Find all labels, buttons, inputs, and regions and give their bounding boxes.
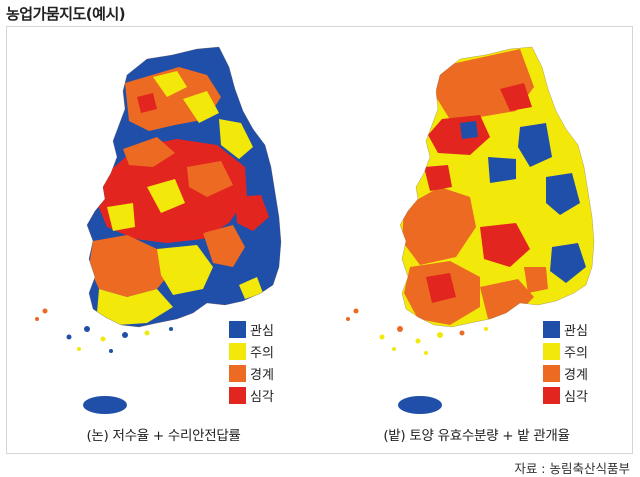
legend-label: 관심 <box>564 323 588 339</box>
figure-frame: 관심 주의 경계 심각 (논) 저수율 + 수리안전답률 <box>6 26 633 454</box>
legend-label: 주의 <box>564 345 588 361</box>
field-map-caption: (밭) 토양 유효수분량 + 밭 관개율 <box>383 428 570 444</box>
legend-swatch <box>229 364 246 382</box>
source-note: 자료 : 농림축산식품부 <box>514 461 630 476</box>
legend-item: 주의 <box>543 340 588 362</box>
legend-label: 관심 <box>250 323 274 339</box>
legend-swatch <box>229 342 246 360</box>
legend-swatch <box>543 342 560 360</box>
jeju-island <box>398 396 442 414</box>
legend-label: 주의 <box>250 345 274 361</box>
legend-swatch <box>229 386 246 404</box>
legend-swatch <box>229 320 246 338</box>
legend-item: 경계 <box>229 362 274 384</box>
page-title: 농업가뭄지도(예시) <box>6 5 126 23</box>
legend-label: 심각 <box>564 389 588 405</box>
paddy-drought-map <box>35 46 282 414</box>
legend-item: 심각 <box>229 384 274 406</box>
paddy-legend: 관심 주의 경계 심각 <box>229 318 274 406</box>
jeju-island <box>83 396 127 414</box>
legend-swatch <box>543 364 560 382</box>
field-legend: 관심 주의 경계 심각 <box>543 318 588 406</box>
legend-label: 경계 <box>564 367 588 383</box>
legend-label: 심각 <box>250 389 274 405</box>
paddy-map-panel: 관심 주의 경계 심각 (논) 저수율 + 수리안전답률 <box>7 27 320 453</box>
legend-label: 경계 <box>250 367 274 383</box>
legend-item: 심각 <box>543 384 588 406</box>
legend-item: 주의 <box>229 340 274 362</box>
legend-swatch <box>543 320 560 338</box>
field-drought-map <box>346 46 595 414</box>
legend-item: 관심 <box>543 318 588 340</box>
field-map-panel: 관심 주의 경계 심각 (밭) 토양 유효수분량 + 밭 관개율 <box>320 27 633 453</box>
legend-item: 경계 <box>543 362 588 384</box>
legend-swatch <box>543 386 560 404</box>
paddy-map-caption: (논) 저수율 + 수리안전답률 <box>86 428 241 444</box>
legend-item: 관심 <box>229 318 274 340</box>
